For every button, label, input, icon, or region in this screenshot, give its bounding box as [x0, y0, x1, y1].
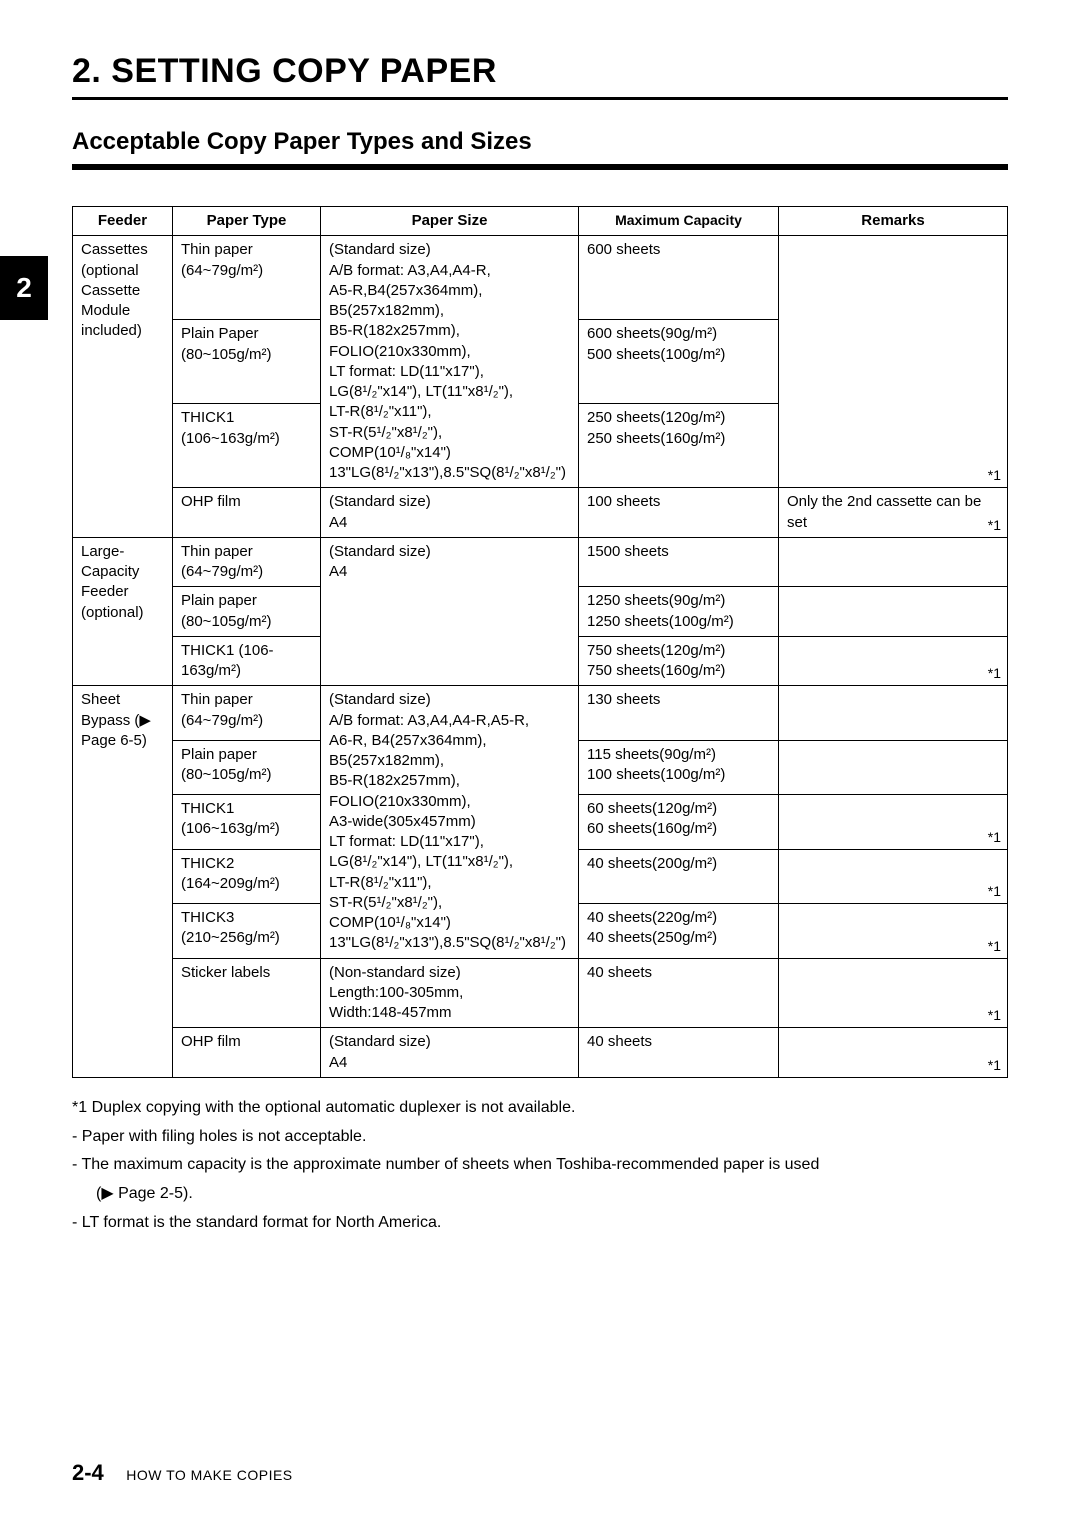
type-cell: Plain Paper (80~105g/m²) — [173, 320, 321, 404]
remark-cell: *1 — [779, 236, 1008, 488]
remark-cell — [779, 740, 1008, 794]
remark-cell: *1 — [779, 904, 1008, 959]
footnote-marker: *1 — [988, 466, 1001, 485]
cap-cell: 1250 sheets(90g/m²) 1250 sheets(100g/m²) — [579, 587, 779, 637]
remark-cell: *1 — [779, 958, 1008, 1028]
remark-cell — [779, 686, 1008, 740]
note-line: - The maximum capacity is the approximat… — [72, 1153, 1008, 1178]
type-cell: Plain paper (80~105g/m²) — [173, 740, 321, 794]
table-row: OHP film (Standard size) A4 100 sheets O… — [73, 488, 1008, 538]
type-cell: Thin paper (64~79g/m²) — [173, 537, 321, 587]
footnote-marker: *1 — [988, 664, 1001, 683]
cap-cell: 600 sheets(90g/m²) 500 sheets(100g/m²) — [579, 320, 779, 404]
footnote-marker: *1 — [988, 1006, 1001, 1025]
cap-cell: 1500 sheets — [579, 537, 779, 587]
size-cell: (Standard size) A/B format: A3,A4,A4-R,A… — [321, 686, 579, 958]
remark-cell — [779, 587, 1008, 637]
type-cell: Thin paper (64~79g/m²) — [173, 686, 321, 740]
cap-cell: 40 sheets — [579, 958, 779, 1028]
section-title: Acceptable Copy Paper Types and Sizes — [72, 128, 1008, 170]
chapter-side-tab: 2 — [0, 256, 48, 320]
col-type: Paper Type — [173, 207, 321, 236]
page-footer: 2-4 HOW TO MAKE COPIES — [72, 1460, 293, 1486]
remark-text: Only the 2nd cassette can be set — [787, 493, 981, 530]
cap-cell: 40 sheets — [579, 1028, 779, 1078]
cap-cell: 115 sheets(90g/m²) 100 sheets(100g/m²) — [579, 740, 779, 794]
type-cell: OHP film — [173, 488, 321, 538]
footnote-marker: *1 — [988, 882, 1001, 901]
remark-cell: *1 — [779, 1028, 1008, 1078]
size-cell: (Standard size) A/B format: A3,A4,A4-R, … — [321, 236, 579, 488]
note-line: *1 Duplex copying with the optional auto… — [72, 1096, 1008, 1121]
type-cell: THICK1 (106-163g/m²) — [173, 636, 321, 686]
table-row: OHP film (Standard size) A4 40 sheets *1 — [73, 1028, 1008, 1078]
remark-cell: *1 — [779, 795, 1008, 849]
footnote-marker: *1 — [988, 828, 1001, 847]
footnote-marker: *1 — [988, 937, 1001, 956]
note-line: - LT format is the standard format for N… — [72, 1211, 1008, 1236]
remark-cell: *1 — [779, 636, 1008, 686]
remark-cell — [779, 537, 1008, 587]
type-cell: THICK2 (164~209g/m²) — [173, 849, 321, 903]
footer-title: HOW TO MAKE COPIES — [126, 1467, 292, 1483]
footnote-marker: *1 — [988, 516, 1001, 535]
cap-cell: 60 sheets(120g/m²) 60 sheets(160g/m²) — [579, 795, 779, 849]
cap-cell: 40 sheets(220g/m²) 40 sheets(250g/m²) — [579, 904, 779, 959]
col-remarks: Remarks — [779, 207, 1008, 236]
cap-cell: 100 sheets — [579, 488, 779, 538]
type-cell: OHP film — [173, 1028, 321, 1078]
table-row: Cassettes (optional Cassette Module incl… — [73, 236, 1008, 320]
remark-cell: *1 — [779, 849, 1008, 903]
col-feeder: Feeder — [73, 207, 173, 236]
cap-cell: 250 sheets(120g/m²) 250 sheets(160g/m²) — [579, 404, 779, 488]
page-number: 2-4 — [72, 1460, 104, 1485]
size-cell: (Standard size) A4 — [321, 1028, 579, 1078]
type-cell: Thin paper (64~79g/m²) — [173, 236, 321, 320]
type-cell: THICK3 (210~256g/m²) — [173, 904, 321, 959]
type-cell: THICK1 (106~163g/m²) — [173, 404, 321, 488]
type-cell: Plain paper (80~105g/m²) — [173, 587, 321, 637]
page: 2 2. SETTING COPY PAPER Acceptable Copy … — [0, 0, 1080, 1526]
note-line: - Paper with filing holes is not accepta… — [72, 1125, 1008, 1150]
size-cell: (Non-standard size) Length:100-305mm, Wi… — [321, 958, 579, 1028]
col-capacity: Maximum Capacity — [579, 207, 779, 236]
table-row: Large-Capacity Feeder (optional) Thin pa… — [73, 537, 1008, 587]
table-row: Sheet Bypass (▶ Page 6-5) Thin paper (64… — [73, 686, 1008, 740]
size-cell: (Standard size) A4 — [321, 488, 579, 538]
remark-cell: Only the 2nd cassette can be set *1 — [779, 488, 1008, 538]
cap-cell: 40 sheets(200g/m²) — [579, 849, 779, 903]
footnotes: *1 Duplex copying with the optional auto… — [72, 1096, 1008, 1236]
type-cell: THICK1 (106~163g/m²) — [173, 795, 321, 849]
size-cell: (Standard size) A4 — [321, 537, 579, 686]
col-size: Paper Size — [321, 207, 579, 236]
table-header-row: Feeder Paper Type Paper Size Maximum Cap… — [73, 207, 1008, 236]
chapter-title: 2. SETTING COPY PAPER — [72, 52, 1008, 100]
note-line: (▶ Page 2-5). — [72, 1182, 1008, 1207]
footnote-marker: *1 — [988, 1056, 1001, 1075]
feeder-bypass: Sheet Bypass (▶ Page 6-5) — [73, 686, 173, 1078]
type-cell: Sticker labels — [173, 958, 321, 1028]
cap-cell: 600 sheets — [579, 236, 779, 320]
cap-cell: 750 sheets(120g/m²) 750 sheets(160g/m²) — [579, 636, 779, 686]
feeder-lcf: Large-Capacity Feeder (optional) — [73, 537, 173, 686]
table-row: Sticker labels (Non-standard size) Lengt… — [73, 958, 1008, 1028]
paper-spec-table: Feeder Paper Type Paper Size Maximum Cap… — [72, 206, 1008, 1078]
feeder-cassettes: Cassettes (optional Cassette Module incl… — [73, 236, 173, 538]
cap-cell: 130 sheets — [579, 686, 779, 740]
